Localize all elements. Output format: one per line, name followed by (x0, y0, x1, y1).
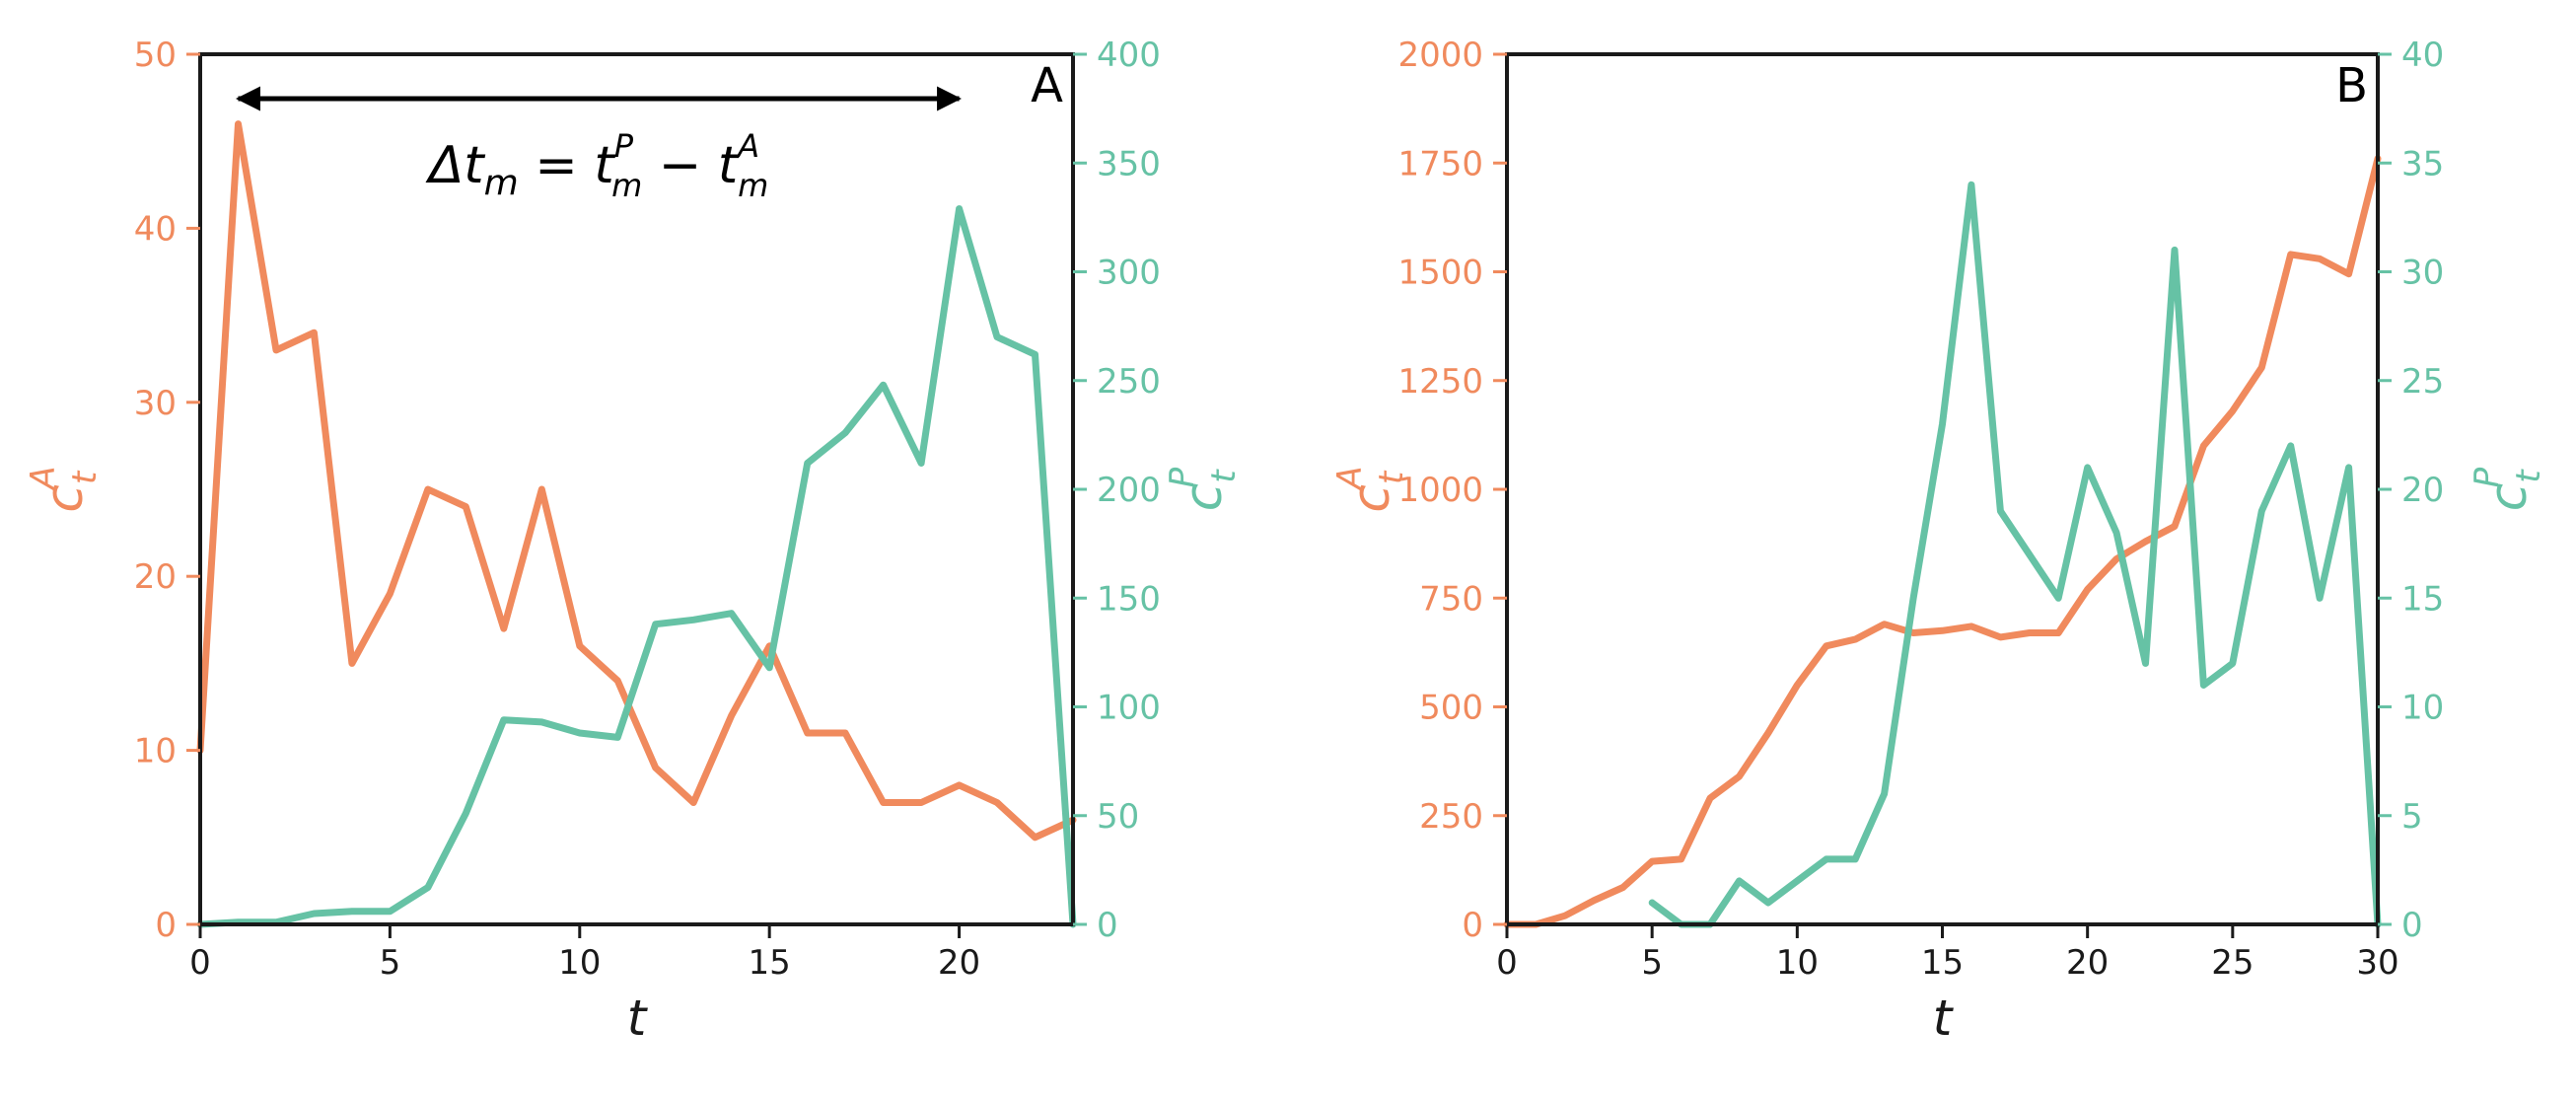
y-right-tick-label: 200 (1097, 471, 1161, 510)
y-right-tick-label: 20 (2401, 471, 2444, 510)
panel-a: 0 5 10 15 2001020304050050100150200250300350… (24, 36, 1244, 1047)
panel-b: 0 5 10 15 20 25 300250500750100012501500175020… (1330, 36, 2548, 1047)
panel-label: B (2335, 58, 2368, 113)
y-left-tick-label: 750 (1419, 579, 1483, 619)
y-right-tick-label: 100 (1097, 689, 1161, 728)
series-cp-line (1648, 181, 2382, 928)
y-right-tick-label: 250 (1097, 362, 1161, 402)
y-right-tick-label: 10 (2401, 689, 2444, 728)
plot-frame (1505, 52, 2380, 926)
x-axis-label: t (627, 990, 649, 1047)
y-left-tick-label: 1000 (1397, 471, 1483, 510)
x-tick-label: 25 (2211, 943, 2254, 983)
y-right-axis-label: ctP (2468, 467, 2548, 511)
y-left-tick-label: 500 (1419, 689, 1483, 728)
series-cp-line (196, 205, 1077, 928)
delta-t-formula: Δtm = tP m − tA m (425, 127, 769, 204)
y-left-axis-label: ctA (1330, 466, 1411, 512)
x-tick-label: 10 (1776, 943, 1819, 983)
x-tick-label: 15 (1921, 943, 1964, 983)
y-right-tick-label: 50 (1097, 797, 1139, 837)
x-axis-label: t (1933, 990, 1955, 1047)
series-ca-line (1503, 155, 2382, 928)
y-left-tick-label: 0 (155, 906, 177, 945)
y-left-tick-label: 1500 (1397, 254, 1483, 293)
y-right-tick-label: 30 (2401, 254, 2444, 293)
y-left-tick-label: 30 (134, 384, 177, 423)
y-right-tick-label: 150 (1097, 579, 1161, 619)
panel-label: A (1031, 58, 1063, 113)
y-right-tick-label: 15 (2401, 579, 2444, 619)
x-tick-label: 5 (380, 943, 401, 983)
y-left-axis-label: ctA (24, 466, 105, 512)
y-right-tick-label: 5 (2401, 797, 2423, 837)
x-tick-label: 5 (1641, 943, 1663, 983)
x-tick-label: 0 (189, 943, 211, 983)
y-right-tick-label: 400 (1097, 36, 1161, 75)
y-right-tick-label: 300 (1097, 254, 1161, 293)
y-right-tick-label: 350 (1097, 144, 1161, 183)
y-left-tick-label: 10 (134, 732, 177, 771)
y-right-tick-label: 40 (2401, 36, 2444, 75)
series-ca-line (196, 120, 1077, 842)
y-left-tick-label: 50 (134, 36, 177, 75)
y-left-tick-label: 1750 (1397, 144, 1483, 183)
y-left-tick-label: 2000 (1397, 36, 1483, 75)
y-left-tick-label: 40 (134, 209, 177, 249)
x-tick-label: 10 (558, 943, 601, 983)
y-left-tick-label: 1250 (1397, 362, 1483, 402)
y-left-tick-label: 250 (1419, 797, 1483, 837)
y-left-tick-label: 0 (1462, 906, 1483, 945)
y-right-tick-label: 35 (2401, 144, 2444, 183)
x-tick-label: 20 (2066, 943, 2109, 983)
x-tick-label: 15 (749, 943, 791, 983)
x-tick-label: 0 (1496, 943, 1518, 983)
y-right-axis-label: ctP (1163, 467, 1244, 511)
y-right-tick-label: 0 (1097, 906, 1118, 945)
y-right-tick-label: 0 (2401, 906, 2423, 945)
x-tick-label: 20 (938, 943, 980, 983)
y-right-tick-label: 25 (2401, 362, 2444, 402)
y-left-tick-label: 20 (134, 557, 177, 597)
x-tick-label: 30 (2356, 943, 2398, 983)
